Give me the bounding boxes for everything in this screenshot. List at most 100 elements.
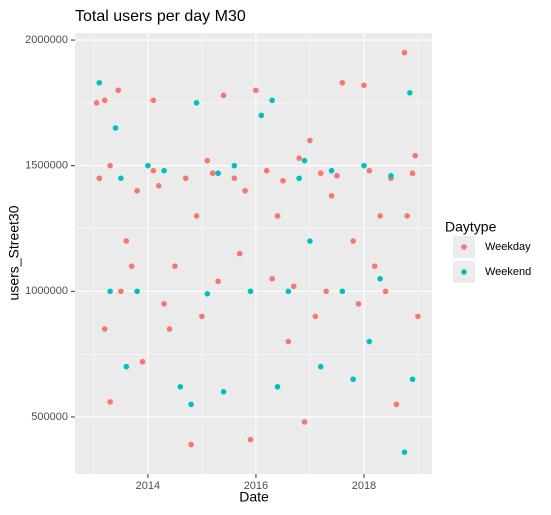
legend-label: Weekday [485, 241, 531, 253]
y-tick-label: 1000000 [25, 285, 68, 297]
point [118, 288, 124, 295]
point [269, 275, 275, 282]
point [231, 162, 238, 169]
point [188, 441, 194, 448]
point [382, 288, 389, 295]
point [307, 238, 313, 244]
x-tick-label: 2018 [352, 480, 376, 492]
legend-label: Weekend [485, 266, 531, 278]
point [182, 175, 189, 182]
point [107, 162, 113, 169]
point [123, 363, 130, 370]
point [350, 376, 356, 383]
point [263, 167, 270, 174]
point [107, 288, 113, 295]
x-tick-label: 2014 [136, 480, 160, 492]
point [274, 384, 281, 390]
y-tick-label: 1500000 [25, 160, 68, 172]
point [301, 157, 308, 164]
point [269, 97, 275, 104]
point [388, 172, 394, 179]
point [409, 170, 416, 177]
panel [75, 33, 432, 474]
point [215, 278, 221, 285]
point [334, 172, 340, 179]
point [123, 238, 130, 244]
chart-title: Total users per day M30 [75, 8, 246, 25]
point [220, 389, 227, 395]
point [296, 155, 302, 161]
legend-title: Daytype [445, 219, 497, 235]
point [101, 326, 108, 332]
point [366, 338, 373, 345]
point [258, 112, 265, 119]
point [204, 157, 211, 164]
point [328, 193, 335, 199]
point [236, 250, 243, 257]
point [172, 263, 178, 269]
point [166, 326, 173, 332]
point [412, 152, 419, 159]
point [339, 288, 346, 295]
point [355, 301, 362, 307]
point [204, 291, 211, 297]
point [301, 419, 308, 425]
point [317, 363, 324, 370]
point [242, 188, 248, 194]
point [231, 175, 238, 182]
point [134, 288, 140, 295]
point [96, 175, 103, 182]
point [401, 449, 408, 455]
point [377, 275, 383, 282]
point [215, 170, 221, 177]
point [415, 313, 421, 320]
y-axis-label: users_Street30 [6, 205, 22, 300]
point [93, 100, 100, 106]
point [377, 213, 383, 219]
point [128, 263, 135, 269]
point [209, 170, 216, 177]
point [312, 313, 319, 320]
point [296, 175, 302, 182]
legend-marker [461, 244, 467, 250]
point [134, 188, 140, 194]
point [404, 213, 410, 219]
point [253, 87, 259, 94]
point [112, 125, 119, 131]
point [339, 79, 346, 86]
point [350, 238, 356, 244]
point [407, 90, 413, 96]
point [115, 87, 122, 94]
point [323, 288, 329, 295]
point [247, 288, 254, 295]
point [96, 79, 103, 86]
point [371, 263, 378, 269]
point [401, 49, 408, 56]
x-tick-label: 2016 [244, 480, 268, 492]
point [409, 376, 416, 383]
y-tick-label: 2000000 [25, 34, 68, 46]
point [101, 97, 108, 104]
point [247, 436, 254, 443]
point [280, 177, 286, 184]
point [145, 162, 151, 169]
point [161, 301, 167, 307]
point [193, 213, 200, 219]
point [307, 137, 313, 144]
point [274, 213, 281, 219]
point [290, 283, 297, 290]
point [107, 399, 113, 405]
point [139, 358, 146, 365]
y-tick-label: 500000 [31, 411, 68, 423]
point [366, 167, 373, 174]
point [317, 170, 324, 177]
point [161, 167, 167, 174]
legend-marker [461, 269, 467, 275]
point [150, 97, 157, 104]
point [285, 338, 292, 345]
point [285, 288, 292, 295]
point [361, 82, 367, 89]
point [220, 92, 227, 99]
x-axis-label: Date [239, 489, 269, 505]
